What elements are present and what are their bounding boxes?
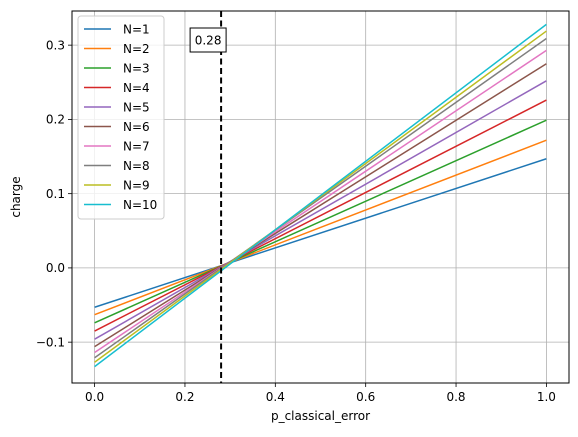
legend-entry: N=3 (84, 61, 150, 75)
series-line-8 (94, 37, 547, 359)
y-tick-label: 0.3 (46, 38, 65, 52)
legend-box (77, 15, 165, 220)
axes: 0.0 0.2 0.4 0.6 0.8 1.0 −0.1 0.0 0.1 0.2 0.3 (36, 10, 570, 404)
x-tick-label: 0.2 (175, 390, 194, 404)
legend-entry: N=2 (84, 42, 150, 56)
legend-label: N=3 (123, 61, 150, 75)
legend-entry: N=9 (84, 178, 150, 192)
legend-entry: N=8 (84, 159, 150, 173)
series-line-7 (94, 49, 547, 354)
legend-label: N=5 (123, 100, 150, 114)
series-line-5 (94, 80, 547, 340)
legend-entry: N=6 (84, 120, 150, 134)
vline-annotation-label: 0.28 (195, 34, 222, 48)
series-line-10 (94, 23, 547, 368)
legend-label: N=10 (123, 198, 157, 212)
legend: N=1 N=2 N=3 N=4 N=5 N=6 N=7 N=8 N=9 N=10 (77, 15, 165, 220)
x-tick-label: 0.6 (356, 390, 375, 404)
legend-label: N=1 (123, 22, 150, 36)
x-tick-label: 1.0 (537, 390, 556, 404)
vline-annotation: 0.28 (189, 27, 227, 53)
legend-label: N=7 (123, 139, 150, 153)
series-line-6 (94, 63, 547, 348)
series-line-3 (94, 119, 547, 324)
legend-label: N=2 (123, 42, 150, 56)
vline-annotation-box (189, 27, 227, 53)
legend-entry: N=7 (84, 139, 150, 153)
legend-entry: N=10 (84, 198, 157, 212)
series-line-4 (94, 99, 547, 332)
legend-entry: N=4 (84, 81, 150, 95)
legend-label: N=4 (123, 81, 150, 95)
y-tick-label: 0.1 (46, 187, 65, 201)
y-axis-label: charge (9, 176, 23, 217)
series-line-9 (94, 30, 547, 363)
plot-area (94, 11, 547, 383)
series-line-1 (94, 158, 547, 308)
x-tick-label: 0.8 (446, 390, 465, 404)
x-axis-label: p_classical_error (271, 409, 370, 423)
legend-entry: N=5 (84, 100, 150, 114)
x-tick-label: 0.4 (266, 390, 285, 404)
y-tick-label: 0.2 (46, 113, 65, 127)
y-tick-label: 0.0 (46, 261, 65, 275)
legend-entry: N=1 (84, 22, 150, 36)
series-line-2 (94, 139, 547, 316)
legend-label: N=6 (123, 120, 150, 134)
legend-label: N=9 (123, 178, 150, 192)
x-tick-label: 0.0 (85, 390, 104, 404)
y-tick-label: −0.1 (36, 335, 65, 349)
axes-frame (71, 10, 570, 384)
legend-label: N=8 (123, 159, 150, 173)
